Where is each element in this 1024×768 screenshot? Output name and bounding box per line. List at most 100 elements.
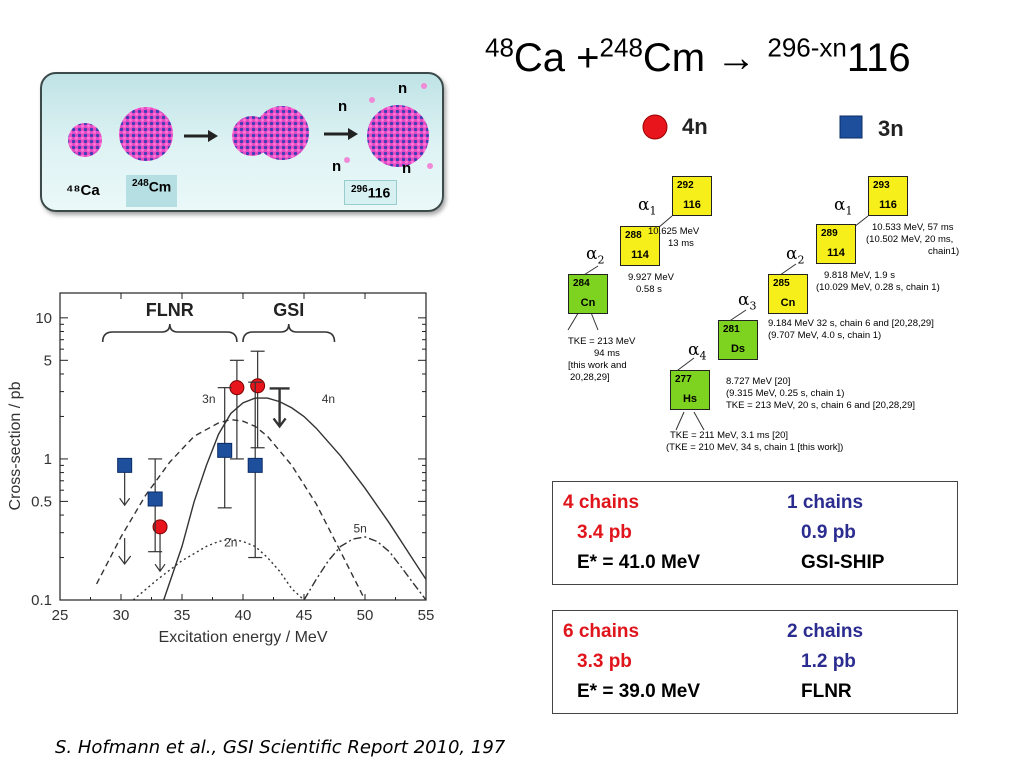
info-box-flnr: 6 chains 3.3 pb E* = 39.0 MeV 2 chains 1… <box>552 610 958 714</box>
info-left-xs: 3.4 pb <box>577 522 632 543</box>
data-point-4n <box>152 519 168 535</box>
decay-energy-4n-1: 10.625 MeV <box>648 226 700 237</box>
neutron-label: n <box>402 160 412 177</box>
alpha-3-3n: α3 <box>738 290 757 313</box>
neutron-dot <box>421 83 427 89</box>
legend-4n-label: 4n <box>682 114 708 139</box>
legend-4n-marker <box>642 114 668 140</box>
data-point-3n <box>147 491 163 507</box>
info-right-facility: FLNR <box>801 681 852 702</box>
info-left-count: 4 chains <box>563 492 640 513</box>
decay-time-4n-2: 0.58 s <box>636 284 662 295</box>
decay-energy-3n-4c: TKE = 213 MeV, 20 s, chain 6 and [20,28,… <box>726 400 915 411</box>
alpha-4-3n: α4 <box>688 340 707 363</box>
nuclide-284-cn: 284 Cn <box>568 274 608 314</box>
info-left-energy: E* = 41.0 MeV <box>577 552 701 573</box>
info-box-gsi: 4 chains 3.4 pb E* = 41.0 MeV 1 chains 0… <box>552 481 958 585</box>
info-right-xs: 1.2 pb <box>801 651 856 672</box>
title-arrow: → <box>716 36 757 80</box>
title-product-mass: 296-xn <box>767 32 847 63</box>
cross-section-chart: 25 30 35 40 45 50 55 0.1 0.5 1 5 10 FLNR GSI 3n 4n 2n 5n… <box>7 292 435 646</box>
alpha-2-3n: α2 <box>786 244 805 267</box>
x-tick-label: 30 <box>113 607 130 624</box>
info-left-energy: E* = 39.0 MeV <box>577 681 701 702</box>
title-cm: Cm <box>642 36 706 80</box>
nuclide-289-114: 289 114 <box>816 224 856 264</box>
alpha-1-3n: α1 <box>834 195 853 218</box>
title-product: 116 <box>846 36 911 80</box>
nuclide-293-116: 293 116 <box>868 176 908 216</box>
y-axis-label: Cross-section / pb <box>7 381 24 510</box>
upper-limit-arrow-icon <box>272 417 287 429</box>
x-tick-label: 25 <box>52 607 69 624</box>
x-axis-label: Excitation energy / MeV <box>159 629 328 646</box>
alpha-1-4n: α1 <box>638 195 657 218</box>
y-tick-label: 10 <box>35 310 52 327</box>
title-cm-mass: 248 <box>599 32 643 63</box>
info-left-count: 6 chains <box>563 621 640 642</box>
y-tick-label: 0.5 <box>31 493 52 510</box>
data-point-4n <box>250 378 266 394</box>
tke-3n: TKE = 211 MeV, 3.1 ms [20] <box>670 430 789 441</box>
data-point-3n <box>217 442 233 458</box>
decay-energy-3n-4: 8.727 MeV [20] <box>726 376 791 387</box>
info-right-count: 2 chains <box>787 621 864 642</box>
cm-nucleus <box>119 107 173 161</box>
arrow-head-icon <box>348 128 358 140</box>
cm-label: 248Cm <box>126 175 178 207</box>
y-tick-label: 0.1 <box>31 592 52 609</box>
title-ca: Ca + <box>513 36 600 80</box>
legend-3n-marker <box>839 115 863 139</box>
limit-arrow-icon <box>119 497 131 507</box>
x-tick-label: 35 <box>174 607 191 624</box>
citation: S. Hofmann et al., GSI Scientific Report… <box>55 737 506 758</box>
x-tick-label: 45 <box>296 607 313 624</box>
data-point-4n <box>229 380 245 396</box>
tke-4n-ref2: 20,28,29] <box>570 372 610 383</box>
decay-energy-3n-2: 9.818 MeV, 1.9 s <box>824 270 895 281</box>
group-label: GSI <box>273 300 304 320</box>
group-brace <box>101 323 238 343</box>
decay-energy-4n-2: 9.927 MeV <box>628 272 674 283</box>
limit-arrow-icon <box>154 563 166 573</box>
data-point-3n <box>117 457 133 473</box>
x-tick-label: 55 <box>418 607 435 624</box>
neutron-label: n <box>332 158 342 175</box>
slide-title: 48Ca +248Cm → 296-xn116 <box>485 35 911 80</box>
nuclide-292-116: 292 116 <box>672 176 712 216</box>
nuclide-281-ds: 281 Ds <box>718 320 758 360</box>
nuclide-285-cn: 285 Cn <box>768 274 808 314</box>
alpha-2-4n: α2 <box>586 244 605 267</box>
curve-label: 5n <box>353 522 366 536</box>
decay-energy-3n-4b: (9.315 MeV, 0.25 s, chain 1) <box>726 388 845 399</box>
nuclide-288-114: 288 114 <box>620 226 660 266</box>
neutron-label: n <box>398 80 408 97</box>
fusion-illustration: n n n n ⁴⁸Ca 248Cm 296116 <box>40 72 444 212</box>
decay-energy-3n-1b: (10.502 MeV, 20 ms, <box>866 234 954 245</box>
group-label: FLNR <box>146 300 194 320</box>
decay-energy-3n-3b: (9.707 MeV, 4.0 s, chain 1) <box>768 330 882 341</box>
ca-label: ⁴⁸Ca <box>66 182 100 199</box>
legend-3n-label: 3n <box>878 116 904 141</box>
merging-nucleus-right <box>255 106 309 160</box>
arrow-head-icon <box>208 130 218 142</box>
x-tick-label: 40 <box>235 607 252 624</box>
curve-label: 4n <box>322 392 335 406</box>
info-right-count: 1 chains <box>787 492 864 513</box>
info-left-xs: 3.3 pb <box>577 651 632 672</box>
neutron-dot <box>344 157 350 163</box>
decay-energy-3n-1c: chain1) <box>928 246 960 257</box>
neutron-label: n <box>338 98 348 115</box>
curve-label: 2n <box>224 535 237 549</box>
y-tick-label: 1 <box>44 451 52 468</box>
info-right-facility: GSI-SHIP <box>801 552 885 573</box>
title-ca-mass: 48 <box>485 32 514 63</box>
tke-4n-ref: [this work and <box>568 360 627 371</box>
tke-4n: TKE = 213 MeV <box>568 336 636 347</box>
ca-nucleus <box>68 123 102 157</box>
group-brace <box>242 323 336 343</box>
decay-energy-3n-2b: (10.029 MeV, 0.28 s, chain 1) <box>816 282 940 293</box>
nuclide-277-hs: 277 Hs <box>670 370 710 410</box>
tke-3n-b: (TKE = 210 MeV, 34 s, chain 1 [this work… <box>666 442 844 453</box>
